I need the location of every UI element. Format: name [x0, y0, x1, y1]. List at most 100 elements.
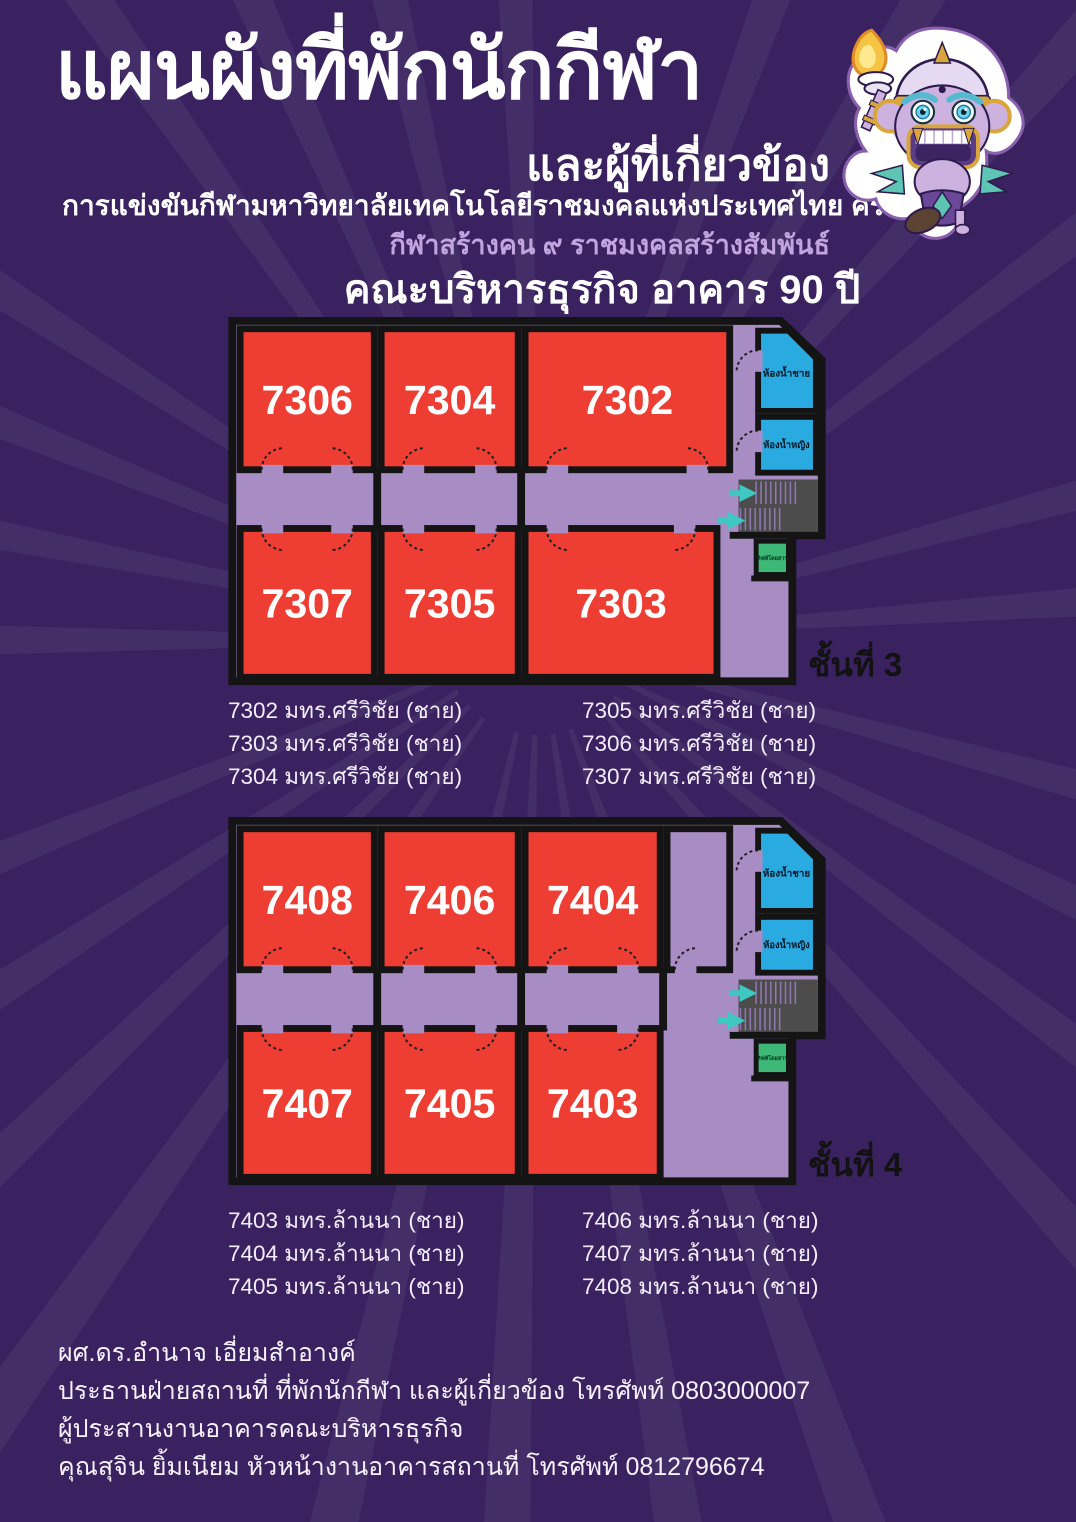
bathroom-women [755, 913, 819, 976]
door-arc [617, 1028, 640, 1051]
door-arc [673, 528, 697, 551]
legend-item: 7407 มทร.ล้านนา (ชาย) [582, 1241, 819, 1266]
floor-plan-3: 7306 7304 7302 7307 7305 7303 ห้องน้ำชาย… [225, 316, 831, 692]
legend-floor-4-left: 7403 มทร.ล้านนา (ชาย) 7404 มทร.ล้านนา (ช… [228, 1204, 578, 1303]
legend-floor-4-right: 7406 มทร.ล้านนา (ชาย) 7407 มทร.ล้านนา (ช… [582, 1204, 932, 1303]
corridor-wall-stub [373, 967, 382, 1031]
room-7302 [521, 325, 734, 474]
room-number: 7408 [261, 877, 352, 923]
room-7304 [377, 325, 522, 474]
room-number: 7404 [547, 877, 639, 923]
mascot-wing-right [979, 164, 1016, 195]
stair-direction-arrow [729, 984, 758, 1003]
floor-label-4: ชั้นที่ 4 [808, 1146, 903, 1183]
room-number: 7307 [261, 581, 352, 627]
door-arc [260, 528, 284, 551]
floor-label-3: ชั้นที่ 3 [808, 646, 903, 683]
door-arc [260, 447, 284, 470]
door-arc [475, 528, 498, 551]
legend-item: 7404 มทร.ล้านนา (ชาย) [228, 1241, 465, 1266]
building-title: คณะบริหารธุรกิจ อาคาร 90 ปี [343, 268, 861, 312]
bathroom-women-label: ห้องน้ำหญิง [763, 437, 810, 451]
door-arc [401, 447, 425, 470]
door-arc [673, 947, 697, 970]
door-arc [331, 947, 354, 970]
door-arc [617, 947, 640, 970]
room-7306 [236, 325, 378, 474]
corridor-wall-stub [517, 467, 526, 531]
stair-direction-arrow [717, 511, 746, 530]
door-arc [475, 947, 498, 970]
legend-item: 7408 มทร.ล้านนา (ชาย) [582, 1274, 819, 1299]
legend-item: 7303 มทร.ศรีวิชัย (ชาย) [228, 731, 463, 756]
mascot-brow-right [946, 92, 984, 105]
contact-line: ประธานฝ่ายสถานที่ ที่พักนักกีฬา และผู้เก… [58, 1377, 811, 1405]
door-arc [545, 528, 569, 551]
bathroom-men-label: ห้องน้ำชาย [763, 866, 810, 880]
torch-flame-inner [859, 44, 876, 69]
door-arc [331, 528, 354, 551]
corridor-wall-stub [517, 967, 526, 1031]
room-number: 7405 [404, 1081, 495, 1127]
mascot-foot-right [954, 223, 971, 236]
helmet-finial [932, 40, 952, 64]
page-title: แผนผังที่พักนักกีฬา [55, 25, 703, 116]
room-number: 7306 [261, 377, 352, 423]
room-number: 7304 [404, 377, 496, 423]
corridor-wall-stub [373, 467, 382, 531]
room-7407 [236, 1025, 378, 1181]
door-arc [475, 1028, 498, 1051]
event-name-line: การแข่งขันกีฬามหาวิทยาลัยเทคโนโลยีราชมงค… [62, 190, 956, 221]
door-arc [545, 947, 569, 970]
mascot-brow-left [901, 92, 939, 105]
door-arc [475, 447, 498, 470]
floor-plan-svg: 7408 7406 7404 7407 7405 7403 ห้องน้ำชาย… [228, 816, 826, 1186]
legend-item: 7305 มทร.ศรีวิชัย (ชาย) [582, 698, 817, 723]
room-7408 [236, 825, 378, 974]
corridor-wall-stub [659, 967, 668, 1031]
elevator-label: ลิฟท์โดยสาร [757, 554, 788, 562]
door-arc [401, 528, 425, 551]
door-arc [735, 849, 759, 872]
legend-floor-3-left: 7302 มทร.ศรีวิชัย (ชาย) 7303 มทร.ศรีวิชั… [228, 694, 578, 793]
door-arc [545, 1028, 569, 1051]
mascot-eye-left [910, 99, 936, 125]
floor-plan-svg: 7306 7304 7302 7307 7305 7303 ห้องน้ำชาย… [228, 316, 826, 686]
third-eye-dot [938, 85, 946, 94]
legend-item: 7302 มทร.ศรีวิชัย (ชาย) [228, 698, 463, 723]
legend-item: 7403 มทร.ล้านนา (ชาย) [228, 1208, 465, 1233]
contact-line: ผู้ประสานงานอาคารคณะบริหารธุรกิจ [58, 1415, 464, 1443]
room-number: 7303 [575, 581, 666, 627]
legend-item: 7406 มทร.ล้านนา (ชาย) [582, 1208, 819, 1233]
room-7406 [377, 825, 522, 974]
door-arc [735, 929, 759, 953]
room-number: 7305 [404, 581, 495, 627]
door-arc [331, 447, 354, 470]
contact-line: คุณสุจิน ยิ้มเนียม หัวหน้างานอาคารสถานที… [58, 1453, 765, 1481]
stair-direction-arrow [717, 1011, 746, 1030]
legend-item: 7405 มทร.ล้านนา (ชาย) [228, 1274, 465, 1299]
room-number: 7406 [404, 877, 495, 923]
mascot-wing-left [868, 164, 906, 195]
door-arc [735, 349, 759, 372]
room-7405 [377, 1025, 522, 1181]
door-arc [260, 947, 284, 970]
contact-line: ผศ.ดร.อำนาจ เอี่ยมสำอางค์ [58, 1339, 356, 1367]
open-bay [663, 825, 734, 974]
room-7307 [236, 525, 378, 681]
mascot-shoe [904, 206, 942, 235]
mascot-eye-right [951, 99, 976, 125]
page-subtitle: และผู้ที่เกี่ยวข้อง [526, 141, 830, 190]
door-arc [331, 1028, 354, 1051]
event-tagline: กีฬาสร้างคน ๙ ราชมงคลสร้างสัมพันธ์ [389, 230, 830, 260]
floor-plan-4: 7408 7406 7404 7407 7405 7403 ห้องน้ำชาย… [225, 816, 831, 1192]
door-arc [401, 947, 425, 970]
room-7403 [521, 1025, 664, 1181]
room-7305 [377, 525, 522, 681]
elevator-label: ลิฟท์โดยสาร [757, 1054, 788, 1062]
legend-item: 7307 มทร.ศรีวิชัย (ชาย) [582, 764, 817, 789]
door-arc [686, 447, 710, 470]
mascot-illustration [842, 26, 1025, 240]
stairwell [738, 479, 818, 533]
